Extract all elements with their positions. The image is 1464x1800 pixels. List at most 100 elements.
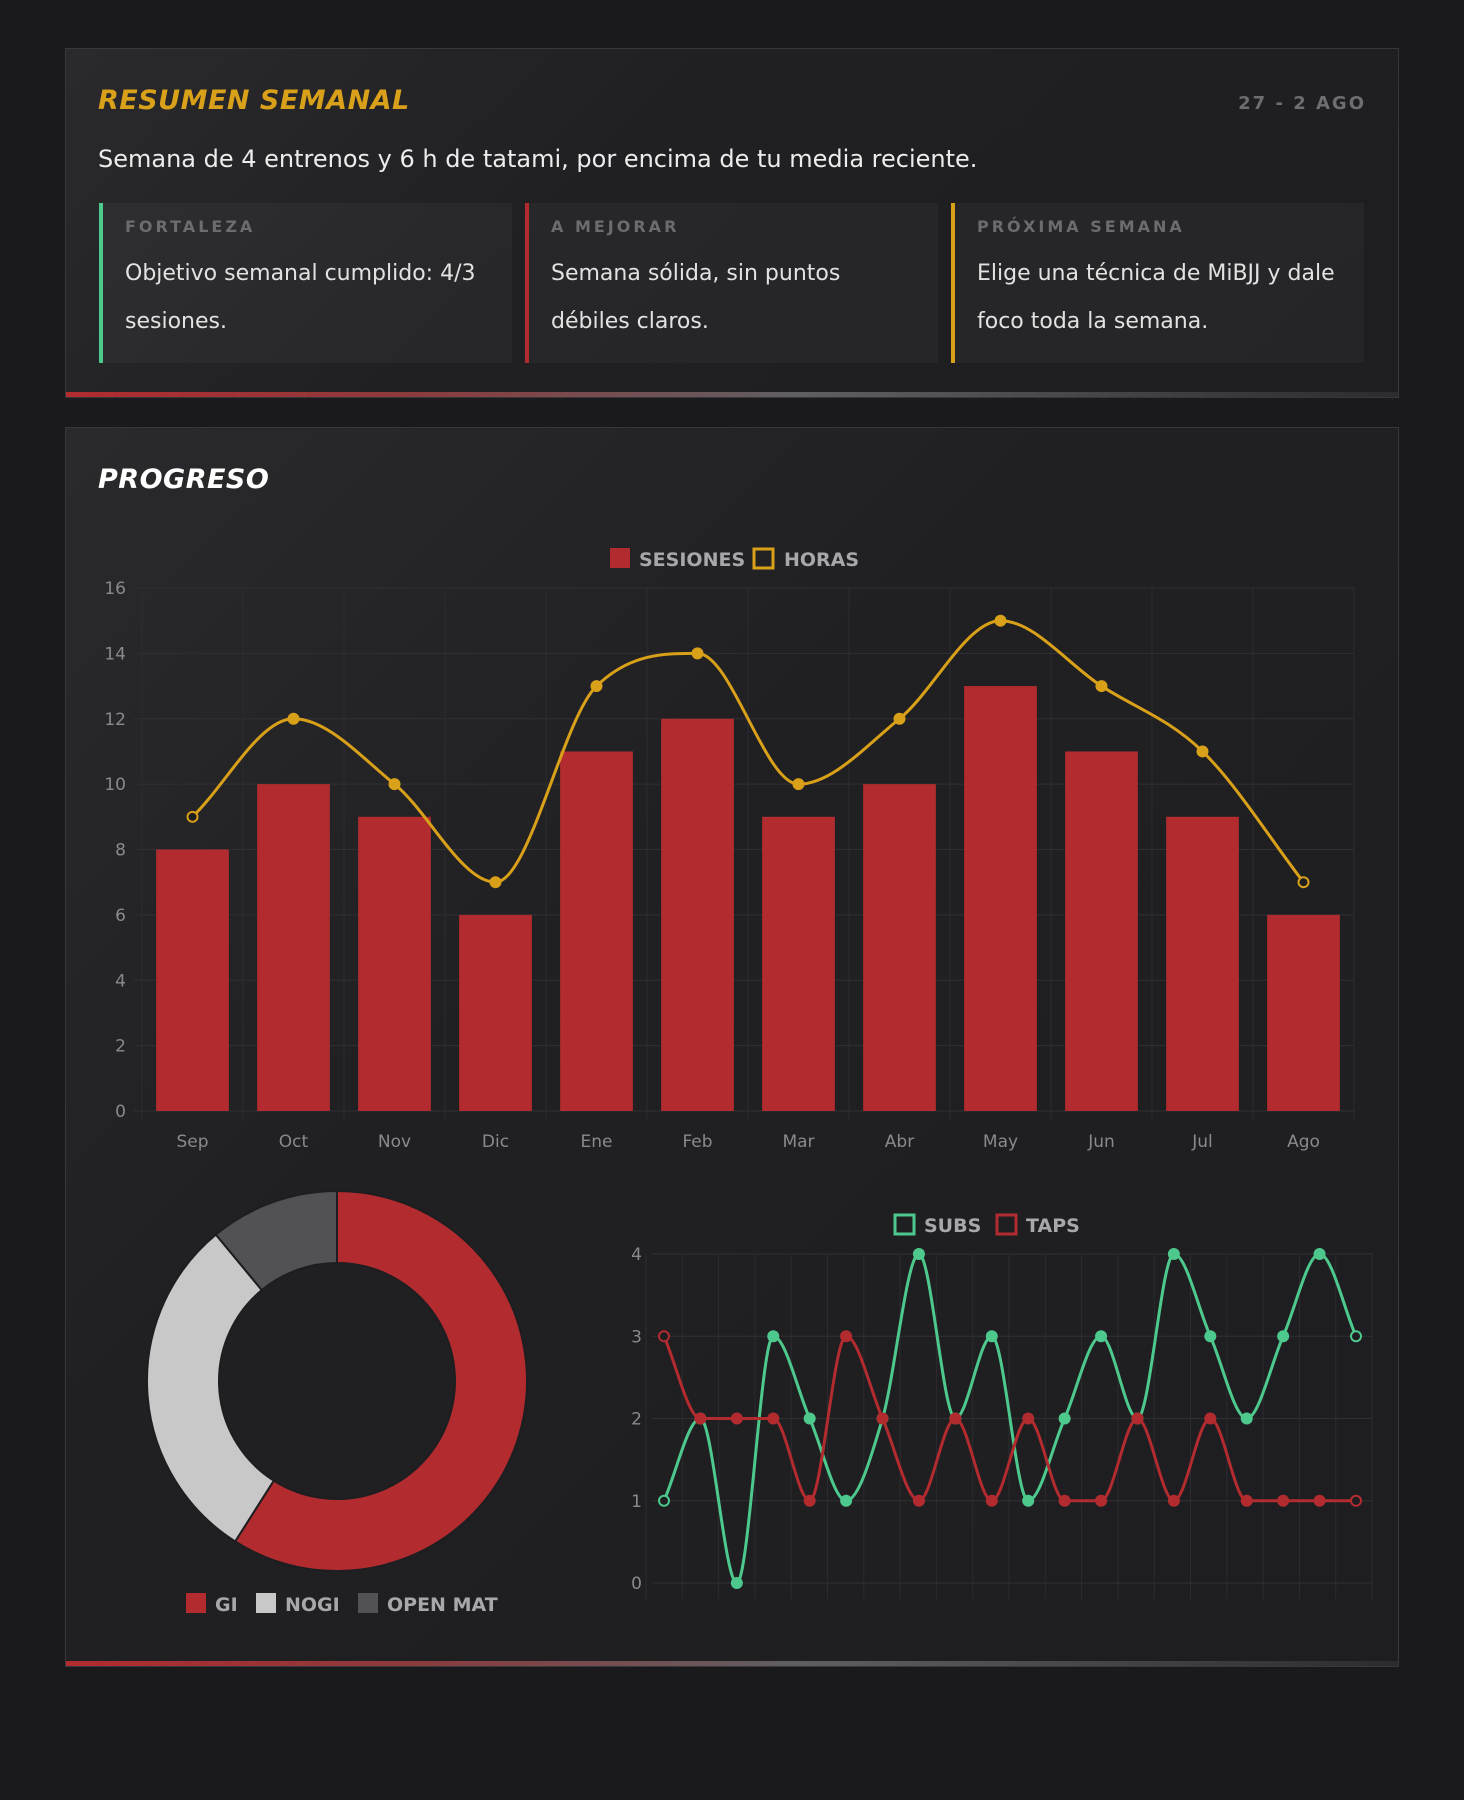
subs-point <box>1350 1330 1362 1343</box>
taps-point <box>1277 1494 1290 1507</box>
card-accent-bar <box>66 392 1398 397</box>
taps-point <box>949 1412 962 1425</box>
doughnut-slice-open-mat <box>214 1189 338 1292</box>
taps-point <box>803 1494 816 1507</box>
weekly-summary-card: RESUMEN SEMANAL 27 - 2 AGO Semana de 4 e… <box>65 48 1399 398</box>
bar-dic <box>459 914 532 1111</box>
taps-point <box>658 1330 670 1343</box>
card-accent-bar <box>66 1661 1398 1666</box>
hours-point <box>1297 876 1310 889</box>
bar-ago <box>1267 914 1340 1111</box>
insight-improve: A MEJORAR Semana sólida, sin puntos débi… <box>525 203 938 363</box>
subs-point <box>1022 1494 1035 1507</box>
legend-swatch-taps <box>995 1213 1018 1236</box>
line-chart-grid <box>645 1253 1373 1599</box>
hours-point <box>1196 745 1209 758</box>
y-tick-label: 4 <box>631 1245 642 1265</box>
y-tick-label: 0 <box>115 1102 126 1122</box>
hours-point <box>287 712 300 725</box>
y-tick-label: 14 <box>104 644 126 664</box>
y-tick-label: 2 <box>631 1410 642 1430</box>
legend-swatch-nogi <box>256 1593 276 1613</box>
subs-point <box>1095 1330 1108 1343</box>
legend-label-sesiones: SESIONES <box>639 549 745 571</box>
subs-point <box>840 1494 853 1507</box>
subs-point <box>803 1412 816 1425</box>
summary-title: RESUMEN SEMANAL <box>98 85 410 116</box>
x-tick-label: Oct <box>279 1132 309 1152</box>
legend-swatch-gi <box>186 1593 206 1613</box>
insight-label: A MEJORAR <box>551 217 680 236</box>
doughnut-legend: GI NOGI OPEN MAT <box>186 1593 498 1616</box>
bar-ene <box>560 751 633 1111</box>
taps-point <box>1313 1494 1326 1507</box>
x-tick-label: Ago <box>1287 1132 1320 1152</box>
taps-point <box>730 1412 743 1425</box>
insight-next-week: PRÓXIMA SEMANA Elige una técnica de MiBJ… <box>951 203 1364 363</box>
subs-point <box>1277 1330 1290 1343</box>
y-tick-label: 3 <box>631 1327 642 1347</box>
legend-label-gi: GI <box>215 1594 238 1616</box>
hours-point <box>489 876 502 889</box>
hours-point <box>691 647 704 660</box>
taps-point <box>876 1412 889 1425</box>
x-tick-label: Dic <box>482 1132 509 1152</box>
hours-point <box>590 680 603 693</box>
bar-nov <box>358 816 431 1111</box>
legend-swatch-horas <box>752 547 775 570</box>
taps-point <box>1240 1494 1253 1507</box>
hours-point <box>792 778 805 791</box>
bar-may <box>964 686 1037 1111</box>
legend-label-open-mat: OPEN MAT <box>387 1594 498 1616</box>
taps-point <box>840 1330 853 1343</box>
y-tick-label: 2 <box>115 1037 126 1057</box>
bar-sep <box>156 849 229 1111</box>
line-chart-legend: SUBS TAPS <box>893 1213 1080 1237</box>
y-tick-label: 0 <box>631 1574 642 1594</box>
taps-line <box>662 1334 1356 1503</box>
x-tick-label: Sep <box>176 1132 208 1152</box>
bar-chart-grid <box>134 587 1355 1119</box>
hours-line <box>191 619 1305 884</box>
subs-point <box>730 1577 743 1589</box>
subs-point <box>912 1248 925 1260</box>
x-tick-label: Abr <box>885 1132 914 1152</box>
taps-point <box>1131 1412 1144 1425</box>
taps-point <box>694 1412 707 1425</box>
progress-card: PROGRESO 0 2 4 6 8 10 12 14 16 Sep Oct Nov Dic Ene Feb… <box>65 427 1399 1667</box>
taps-point <box>1058 1494 1071 1507</box>
taps-point <box>1095 1494 1108 1507</box>
subs-taps-line-chart: 0 1 2 3 4 SUBS TAPS <box>631 1213 1373 1599</box>
legend-swatch-subs <box>893 1213 916 1236</box>
hours-point <box>186 810 199 823</box>
insight-strength: FORTALEZA Objetivo semanal cumplido: 4/3… <box>99 203 512 363</box>
subs-point <box>985 1330 998 1343</box>
taps-point <box>1350 1494 1362 1507</box>
legend-label-taps: TAPS <box>1026 1215 1080 1237</box>
taps-point <box>985 1494 998 1507</box>
y-tick-label: 16 <box>104 579 126 599</box>
subs-point <box>1240 1412 1253 1425</box>
x-tick-label: Ene <box>581 1132 613 1152</box>
insight-text: Elige una técnica de MiBJJ y dale foco t… <box>977 261 1335 334</box>
insight-text: Semana sólida, sin puntos débiles claros… <box>551 261 841 334</box>
x-tick-label: Feb <box>682 1132 712 1152</box>
y-tick-label: 6 <box>115 906 126 926</box>
subs-point <box>1204 1330 1217 1343</box>
legend-label-horas: HORAS <box>784 549 859 571</box>
x-tick-label: May <box>983 1132 1018 1152</box>
taps-point <box>1204 1412 1217 1425</box>
monthly-progress-chart: 0 2 4 6 8 10 12 14 16 Sep Oct Nov Dic Ene Feb Mar Abr May… <box>104 547 1355 1152</box>
bar-oct <box>257 784 330 1111</box>
y-tick-label: 10 <box>104 775 126 795</box>
legend-swatch-open-mat <box>358 1593 378 1613</box>
subs-point <box>658 1494 670 1507</box>
insight-text: Objetivo semanal cumplido: 4/3 sesiones. <box>125 261 476 334</box>
taps-point <box>767 1412 780 1425</box>
hours-point <box>388 778 401 791</box>
bar-chart-legend: SESIONES HORAS <box>610 547 859 571</box>
bar-abr <box>863 784 936 1111</box>
y-tick-label: 1 <box>631 1492 642 1512</box>
taps-point <box>1167 1494 1180 1507</box>
doughnut-slice-nogi <box>146 1233 276 1543</box>
